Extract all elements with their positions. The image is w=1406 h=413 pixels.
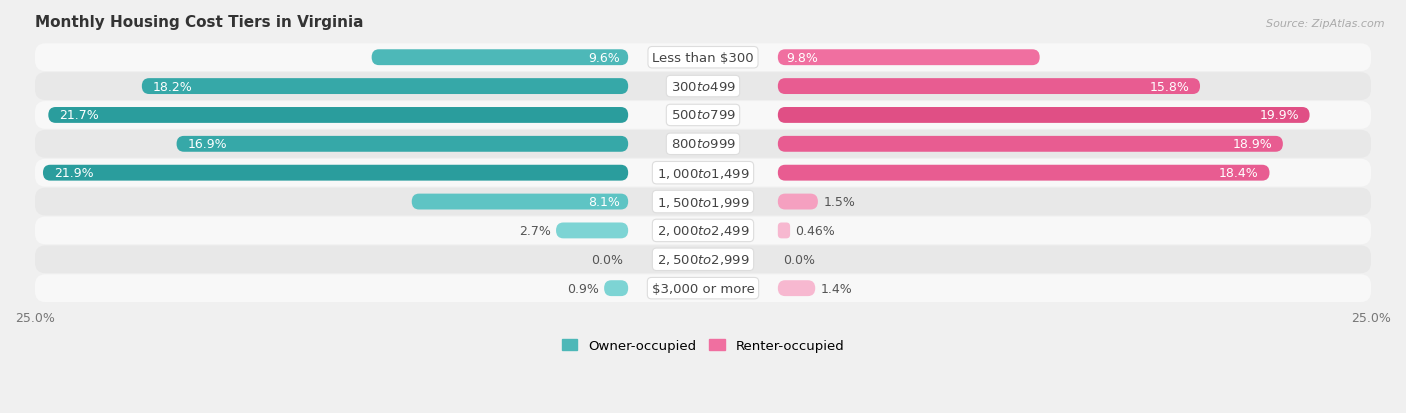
FancyBboxPatch shape	[35, 188, 1371, 216]
Text: 1.5%: 1.5%	[824, 196, 855, 209]
Text: $800 to $999: $800 to $999	[671, 138, 735, 151]
Text: 18.4%: 18.4%	[1219, 167, 1258, 180]
FancyBboxPatch shape	[778, 108, 1309, 123]
FancyBboxPatch shape	[778, 223, 790, 239]
Text: Source: ZipAtlas.com: Source: ZipAtlas.com	[1267, 19, 1385, 28]
FancyBboxPatch shape	[35, 246, 1371, 273]
FancyBboxPatch shape	[778, 280, 815, 297]
FancyBboxPatch shape	[605, 280, 628, 297]
Text: 0.0%: 0.0%	[783, 253, 815, 266]
FancyBboxPatch shape	[371, 50, 628, 66]
Text: 21.9%: 21.9%	[53, 167, 93, 180]
Text: 16.9%: 16.9%	[187, 138, 226, 151]
Text: $3,000 or more: $3,000 or more	[651, 282, 755, 295]
Text: 18.9%: 18.9%	[1233, 138, 1272, 151]
FancyBboxPatch shape	[35, 217, 1371, 244]
FancyBboxPatch shape	[778, 137, 1282, 152]
Text: 19.9%: 19.9%	[1260, 109, 1299, 122]
FancyBboxPatch shape	[44, 165, 628, 181]
FancyBboxPatch shape	[35, 159, 1371, 187]
Text: 2.7%: 2.7%	[519, 224, 551, 237]
FancyBboxPatch shape	[778, 50, 1039, 66]
FancyBboxPatch shape	[35, 102, 1371, 130]
FancyBboxPatch shape	[778, 165, 1270, 181]
Text: 0.0%: 0.0%	[591, 253, 623, 266]
Legend: Owner-occupied, Renter-occupied: Owner-occupied, Renter-occupied	[557, 334, 849, 358]
Text: 1.4%: 1.4%	[821, 282, 852, 295]
Text: 9.8%: 9.8%	[786, 52, 818, 64]
Text: 9.6%: 9.6%	[588, 52, 620, 64]
FancyBboxPatch shape	[778, 194, 818, 210]
Text: 18.2%: 18.2%	[152, 81, 193, 93]
FancyBboxPatch shape	[142, 79, 628, 95]
Text: Less than $300: Less than $300	[652, 52, 754, 64]
Text: 15.8%: 15.8%	[1150, 81, 1189, 93]
FancyBboxPatch shape	[177, 137, 628, 152]
Text: 8.1%: 8.1%	[588, 196, 620, 209]
Text: $2,500 to $2,999: $2,500 to $2,999	[657, 253, 749, 267]
Text: $300 to $499: $300 to $499	[671, 81, 735, 93]
FancyBboxPatch shape	[412, 194, 628, 210]
FancyBboxPatch shape	[35, 275, 1371, 302]
FancyBboxPatch shape	[35, 131, 1371, 158]
Text: 0.9%: 0.9%	[567, 282, 599, 295]
Text: $1,000 to $1,499: $1,000 to $1,499	[657, 166, 749, 180]
FancyBboxPatch shape	[48, 108, 628, 123]
FancyBboxPatch shape	[35, 73, 1371, 101]
Text: 0.46%: 0.46%	[796, 224, 835, 237]
Text: 21.7%: 21.7%	[59, 109, 98, 122]
Text: $2,000 to $2,499: $2,000 to $2,499	[657, 224, 749, 238]
FancyBboxPatch shape	[778, 79, 1201, 95]
Text: Monthly Housing Cost Tiers in Virginia: Monthly Housing Cost Tiers in Virginia	[35, 15, 363, 30]
Text: $1,500 to $1,999: $1,500 to $1,999	[657, 195, 749, 209]
FancyBboxPatch shape	[555, 223, 628, 239]
FancyBboxPatch shape	[35, 44, 1371, 72]
Text: $500 to $799: $500 to $799	[671, 109, 735, 122]
